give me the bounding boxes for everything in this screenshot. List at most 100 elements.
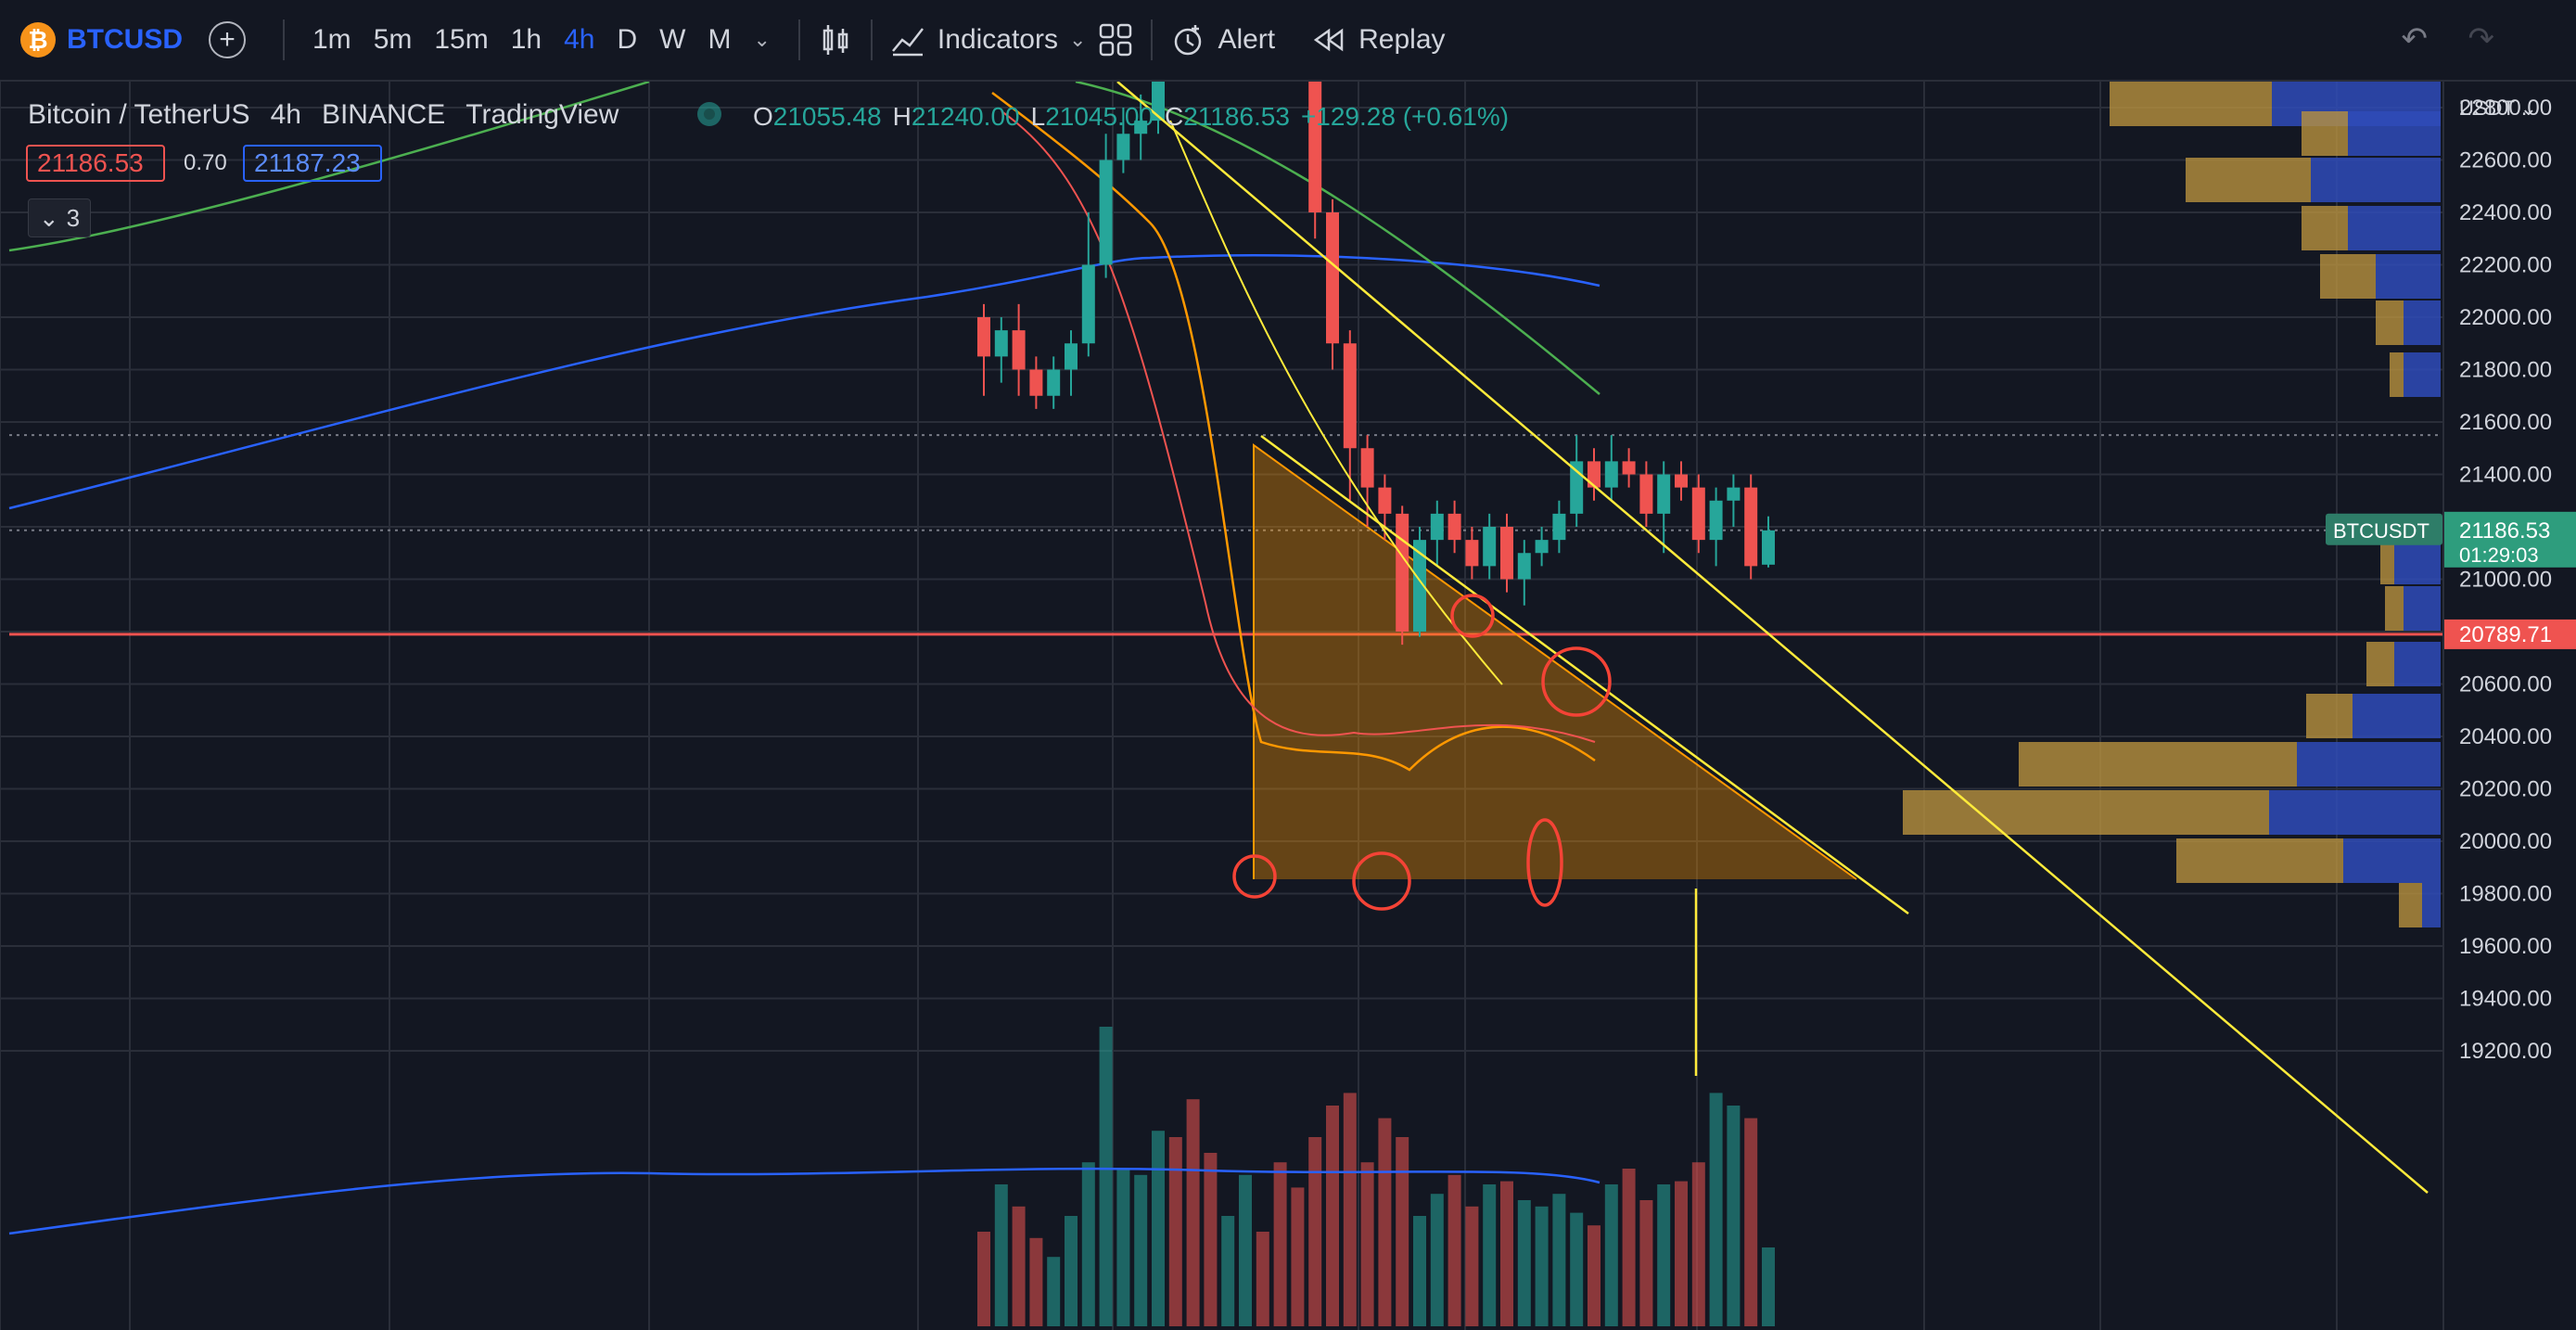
annotation-circle bbox=[1541, 646, 1612, 717]
timeframe-dropdown-chevron-icon[interactable]: ⌄ bbox=[753, 28, 771, 51]
alarm-clock-icon bbox=[1175, 25, 1202, 56]
timeframe-D[interactable]: D bbox=[617, 24, 638, 55]
layout-button[interactable] bbox=[1097, 0, 1134, 80]
price-chart[interactable]: USDT ⌄23600.0023400.0023200.0023000.0022… bbox=[0, 82, 2576, 1330]
volume-profile-bar bbox=[2380, 540, 2394, 584]
price-axis-label: 19800.00 bbox=[2459, 882, 2552, 907]
price-axis-label: 19400.00 bbox=[2459, 987, 2552, 1012]
candle-body bbox=[1535, 540, 1549, 554]
volume-profile-bar bbox=[2176, 838, 2343, 883]
symbol-search-button[interactable]: ₿ BTCUSD bbox=[0, 0, 209, 80]
top-toolbar: ₿ BTCUSD + 1m 5m 15m 1h 4h D W M ⌄ Indicators ⌄ bbox=[0, 0, 2576, 82]
volume-bar bbox=[1535, 1206, 1549, 1326]
candle-body bbox=[1552, 513, 1566, 541]
candle-body bbox=[1709, 500, 1723, 541]
volume-profile-bar bbox=[1903, 790, 2269, 835]
redo-icon[interactable]: ↷ bbox=[2468, 21, 2495, 57]
volume-bar bbox=[1691, 1162, 1705, 1326]
timeframe-1h[interactable]: 1h bbox=[510, 24, 542, 55]
volume-profile-bar bbox=[2302, 206, 2348, 250]
timeframe-15m[interactable]: 15m bbox=[434, 24, 489, 55]
candle-body bbox=[1396, 513, 1409, 632]
toolbar-separator bbox=[870, 19, 873, 60]
candle-body bbox=[1500, 527, 1513, 580]
candle-body bbox=[1116, 134, 1130, 160]
chart-type-button[interactable] bbox=[817, 0, 854, 80]
timeframe-W[interactable]: W bbox=[659, 24, 686, 55]
candle-body bbox=[1308, 82, 1322, 212]
price-axis-label: 20600.00 bbox=[2459, 672, 2552, 697]
volume-profile-bar bbox=[2394, 540, 2441, 584]
indicators-collapse-button[interactable]: ⌄ 3 bbox=[28, 198, 91, 237]
high-value: 21240.00 bbox=[911, 102, 1020, 131]
exchange-label: BINANCE bbox=[321, 99, 446, 130]
candle-body bbox=[1065, 343, 1078, 370]
last-price-label: 21186.53 bbox=[2459, 518, 2550, 544]
volume-bar bbox=[1186, 1099, 1200, 1326]
currency-label[interactable]: USDT ⌄ bbox=[2459, 96, 2537, 120]
volume-bar bbox=[1065, 1216, 1078, 1326]
change-value: +129.28 (+0.61%) bbox=[1300, 102, 1510, 131]
annotation-circle bbox=[1450, 594, 1495, 638]
replay-button[interactable]: Replay bbox=[1310, 0, 1446, 80]
indicators-dropdown-chevron-icon[interactable]: ⌄ bbox=[1069, 28, 1087, 51]
undo-icon[interactable]: ↶ bbox=[2401, 21, 2429, 57]
timeframe-M[interactable]: M bbox=[708, 24, 732, 55]
annotation-circle bbox=[1232, 854, 1277, 899]
volume-bar bbox=[1273, 1162, 1287, 1326]
timeframe-1m[interactable]: 1m bbox=[312, 24, 351, 55]
annotation-circle bbox=[1526, 818, 1563, 907]
price-axis-label: 20200.00 bbox=[2459, 777, 2552, 802]
volume-bar bbox=[1326, 1106, 1339, 1326]
volume-profile-bar bbox=[2353, 694, 2441, 738]
volume-bar bbox=[1762, 1247, 1775, 1326]
support-price-label: 20789.71 bbox=[2459, 622, 2552, 647]
candle-body bbox=[1744, 487, 1758, 567]
sell-price-button[interactable]: 21186.53 bbox=[26, 145, 165, 182]
symbol-price-tag-label: BTCUSDT bbox=[2333, 519, 2429, 543]
volume-bar bbox=[1360, 1162, 1374, 1326]
candle-body bbox=[1675, 474, 1688, 488]
ma-orange-line bbox=[991, 92, 1596, 772]
rewind-icon bbox=[1313, 28, 1344, 52]
hidden-indicators-count: 3 bbox=[66, 203, 81, 232]
volume-bar bbox=[1465, 1206, 1479, 1326]
price-axis-label: 22000.00 bbox=[2459, 305, 2552, 330]
timeframe-5m[interactable]: 5m bbox=[373, 24, 413, 55]
volume-bar bbox=[1639, 1200, 1653, 1326]
candle-body bbox=[1012, 330, 1026, 370]
market-status-icon[interactable] bbox=[697, 102, 721, 126]
chevron-down-icon: ⌄ bbox=[38, 203, 59, 232]
volume-profile-bar bbox=[2404, 352, 2441, 397]
volume-profile-bar bbox=[2302, 111, 2348, 156]
alert-button[interactable]: Alert bbox=[1169, 0, 1275, 80]
volume-bar bbox=[1116, 1169, 1130, 1326]
candle-body bbox=[1099, 160, 1113, 265]
trendline-curve bbox=[1169, 120, 1503, 685]
volume-profile-bar bbox=[2394, 642, 2441, 686]
indicators-button[interactable]: Indicators bbox=[889, 0, 1058, 80]
price-axis-label: 21600.00 bbox=[2459, 410, 2552, 435]
volume-profile-bar bbox=[2348, 206, 2441, 250]
volume-bar bbox=[1081, 1162, 1095, 1326]
price-axis-label: 22400.00 bbox=[2459, 200, 2552, 225]
toolbar-separator bbox=[797, 19, 800, 60]
pair-name[interactable]: Bitcoin / TetherUS bbox=[28, 99, 250, 130]
volume-profile-bar bbox=[2186, 158, 2311, 202]
candle-body bbox=[1152, 82, 1165, 121]
volume-bar bbox=[1500, 1181, 1513, 1326]
volume-profile-bar bbox=[2343, 838, 2441, 883]
volume-bar bbox=[1413, 1216, 1426, 1326]
price-axis-label: 19200.00 bbox=[2459, 1039, 2552, 1064]
volume-bar bbox=[1378, 1118, 1392, 1326]
volume-profile-bar bbox=[2404, 301, 2441, 345]
volume-bar bbox=[1256, 1232, 1269, 1326]
compare-add-icon[interactable]: + bbox=[209, 21, 246, 58]
annotation-circle bbox=[1352, 851, 1411, 911]
timeframe-4h[interactable]: 4h bbox=[564, 24, 595, 55]
interval-label: 4h bbox=[270, 99, 301, 130]
buy-price-button[interactable]: 21187.23 bbox=[243, 145, 382, 182]
candle-body bbox=[1465, 540, 1479, 567]
price-axis-label: 19600.00 bbox=[2459, 934, 2552, 959]
moving-averages bbox=[8, 82, 1600, 772]
